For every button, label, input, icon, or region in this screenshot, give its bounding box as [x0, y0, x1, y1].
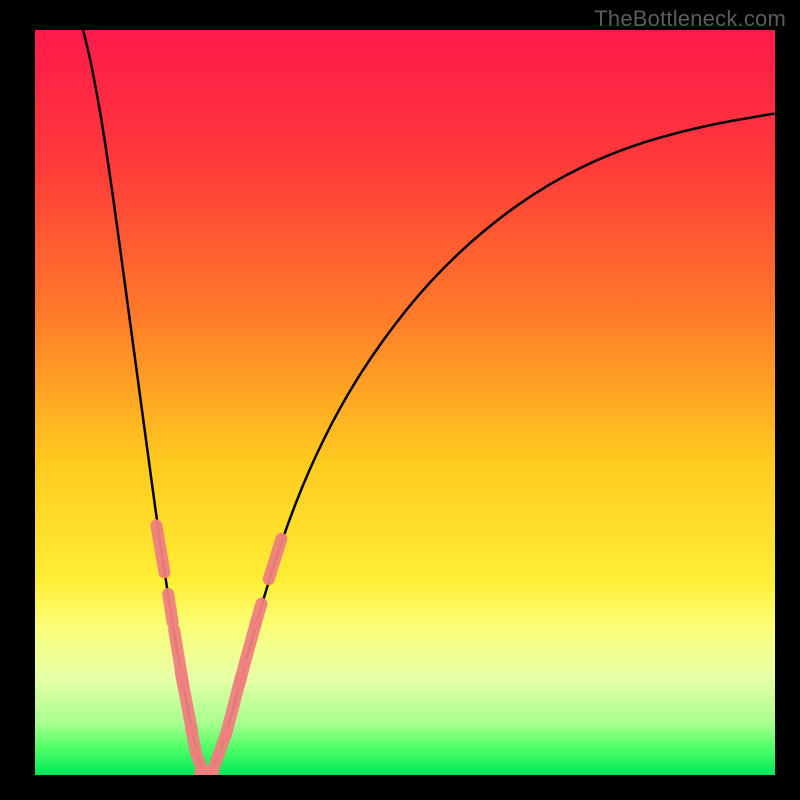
marker-left-0 [156, 525, 164, 572]
marker-left-4 [191, 729, 195, 751]
curve-layer [35, 30, 775, 775]
chart-frame: TheBottleneck.com [0, 0, 800, 800]
right-curve [207, 113, 775, 775]
marker-left-3 [181, 672, 192, 730]
plot-area [35, 30, 775, 775]
marker-right-6 [269, 539, 282, 579]
marker-left-1 [168, 594, 172, 622]
marker-right-3 [239, 665, 244, 684]
marker-right-4 [245, 625, 255, 662]
watermark-label: TheBottleneck.com [594, 6, 786, 32]
left-curve [83, 30, 207, 775]
marker-right-5 [256, 604, 262, 624]
